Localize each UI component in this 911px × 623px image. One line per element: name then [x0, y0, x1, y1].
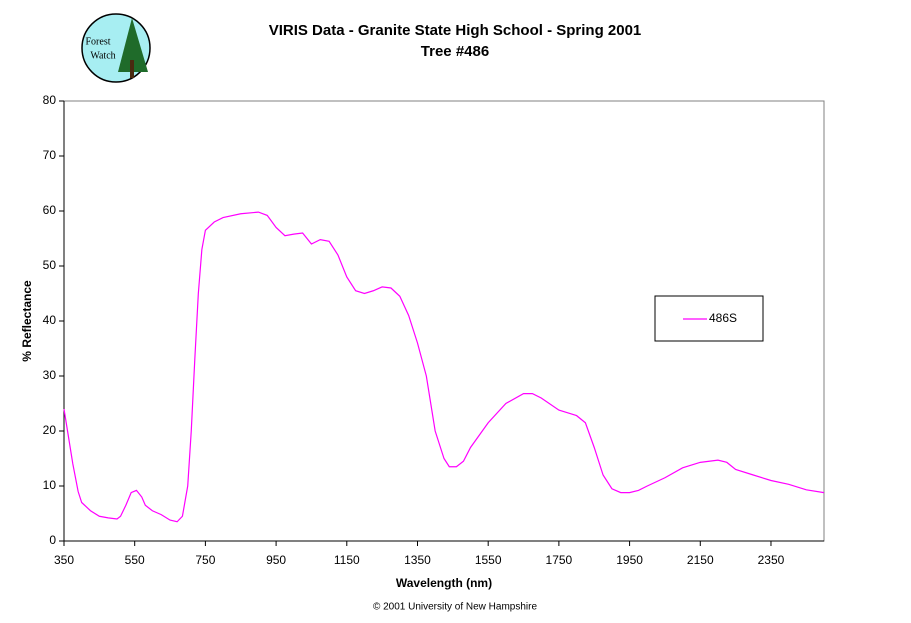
x-tick-label: 950	[266, 553, 286, 567]
x-tick-label: 1350	[404, 553, 431, 567]
x-tick-label: 350	[54, 553, 74, 567]
logo-text: Forest	[86, 36, 111, 47]
y-tick-label: 30	[43, 368, 57, 382]
y-axis-label: % Reflectance	[20, 280, 34, 362]
data-line	[63, 211, 825, 523]
x-tick-label: 550	[125, 553, 145, 567]
x-axis-label: Wavelength (nm)	[396, 576, 492, 590]
x-tick-label: 2150	[687, 553, 714, 567]
footer: © 2001 University of New Hampshire	[373, 602, 538, 613]
logo: Forest Watch	[81, 13, 151, 83]
x-tick-label: 1750	[546, 553, 573, 567]
legend-box	[654, 295, 764, 342]
y-tick-label: 10	[43, 478, 57, 492]
x-tick-label: 1550	[475, 553, 502, 567]
x-tick-label: 1950	[616, 553, 643, 567]
chart-title: VIRIS Data - Granite State High School -…	[269, 22, 642, 39]
logo-text: Watch	[90, 50, 115, 61]
y-tick-label: 40	[43, 313, 57, 327]
y-tick-label: 70	[43, 148, 57, 162]
logo-trunk	[130, 60, 134, 78]
legend-label: 486S	[709, 311, 737, 325]
y-tick-label: 20	[43, 423, 57, 437]
x-tick-label: 750	[195, 553, 215, 567]
y-tick-label: 80	[43, 93, 57, 107]
chart-title: Tree #486	[421, 43, 489, 60]
logo-tree	[118, 18, 148, 72]
x-tick-label: 1150	[334, 553, 360, 567]
y-tick-label: 50	[43, 258, 57, 272]
y-tick-label: 60	[43, 203, 57, 217]
x-tick-label: 2350	[758, 553, 785, 567]
y-tick-label: 0	[49, 533, 56, 547]
